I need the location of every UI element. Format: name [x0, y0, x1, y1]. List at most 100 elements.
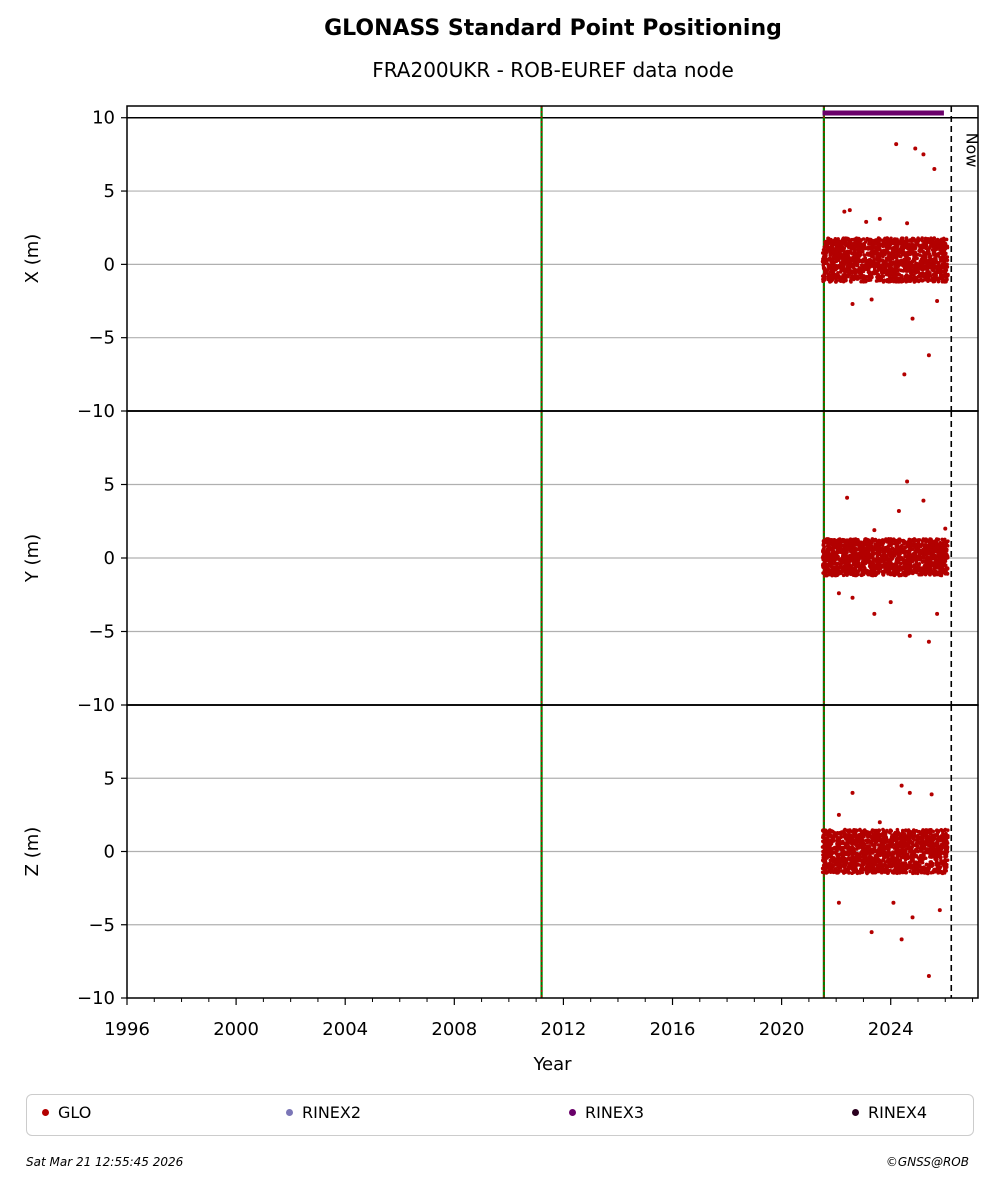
data-point [858, 548, 863, 552]
data-point [894, 550, 898, 555]
data-point [906, 831, 911, 836]
data-point [939, 251, 944, 256]
outlier-point [850, 301, 855, 306]
data-point [905, 571, 910, 576]
data-point [889, 539, 894, 543]
data-point [876, 263, 881, 267]
x-tick-label: 2024 [868, 1019, 914, 1040]
outlier-point [891, 900, 896, 905]
outlier-point [921, 152, 926, 157]
data-point [857, 566, 862, 571]
data-point [865, 258, 869, 263]
data-point [911, 249, 915, 254]
legend-label-rinex2: RINEX2 [302, 1103, 362, 1122]
data-point [937, 861, 941, 866]
data-point [859, 865, 864, 869]
data-point [902, 258, 906, 262]
data-point [842, 268, 846, 273]
data-point [862, 246, 867, 251]
data-point [944, 568, 948, 573]
data-point [883, 244, 888, 249]
data-point [838, 562, 843, 567]
data-point [890, 555, 895, 559]
data-point [841, 841, 846, 845]
data-point [893, 249, 898, 254]
data-point [896, 264, 900, 269]
data-point [900, 828, 905, 833]
data-point [883, 562, 888, 566]
y-tick-label: −5 [88, 328, 115, 349]
legend-marker-glo [42, 1109, 49, 1116]
data-point [916, 869, 921, 873]
y-tick-label: 5 [104, 768, 115, 789]
data-point [854, 253, 859, 258]
data-point [936, 543, 941, 548]
data-point [920, 829, 924, 834]
data-point [899, 248, 904, 253]
data-point [938, 248, 943, 252]
data-point [862, 253, 867, 257]
data-point [840, 247, 845, 252]
data-point [909, 846, 914, 851]
data-point [937, 240, 941, 244]
data-point [892, 870, 896, 875]
data-point [927, 265, 931, 269]
data-point [852, 248, 856, 253]
data-point [859, 258, 864, 263]
data-point [912, 273, 916, 277]
data-point [822, 849, 826, 854]
data-point [870, 556, 875, 561]
footer-timestamp: Sat Mar 21 12:55:45 2026 [26, 1155, 184, 1169]
data-point [894, 261, 898, 266]
data-point [850, 237, 854, 242]
data-point [877, 259, 881, 263]
outlier-point [907, 790, 912, 795]
data-point [881, 244, 885, 249]
data-point [923, 833, 928, 838]
data-point [941, 551, 946, 556]
data-point [937, 276, 942, 281]
data-point [827, 238, 832, 243]
data-point [864, 852, 868, 856]
data-point [920, 845, 924, 850]
data-point [847, 568, 852, 573]
data-point [935, 270, 940, 274]
data-point [833, 267, 838, 272]
data-point [906, 256, 910, 261]
data-point [932, 256, 937, 261]
data-point [946, 834, 950, 838]
data-point [911, 868, 916, 873]
data-point [839, 263, 844, 267]
data-point [895, 539, 899, 544]
data-point [928, 537, 932, 541]
data-point [860, 829, 865, 834]
y-tick-label: 0 [104, 254, 115, 275]
data-point [822, 569, 827, 574]
data-point [939, 259, 943, 263]
y-tick-label: 0 [104, 548, 115, 569]
data-point [871, 551, 875, 556]
data-point [907, 249, 911, 254]
y-tick-label: −10 [77, 695, 115, 716]
data-point [867, 866, 871, 871]
data-point [863, 276, 867, 281]
data-point [926, 864, 931, 869]
outlier-point [899, 937, 904, 942]
data-point [872, 547, 877, 552]
x-tick-label: 2008 [431, 1019, 477, 1040]
data-point [833, 250, 838, 255]
series-glo-2 [820, 783, 950, 979]
data-point [885, 249, 890, 254]
data-point [857, 271, 861, 275]
data-point [903, 245, 908, 249]
data-point [833, 280, 838, 284]
data-point [830, 839, 834, 844]
data-point [856, 541, 860, 546]
data-point [885, 540, 889, 544]
data-point [830, 547, 835, 552]
data-point [842, 273, 847, 277]
data-point [906, 544, 911, 549]
data-point [846, 564, 850, 569]
data-point [926, 544, 930, 549]
data-point [836, 270, 840, 275]
